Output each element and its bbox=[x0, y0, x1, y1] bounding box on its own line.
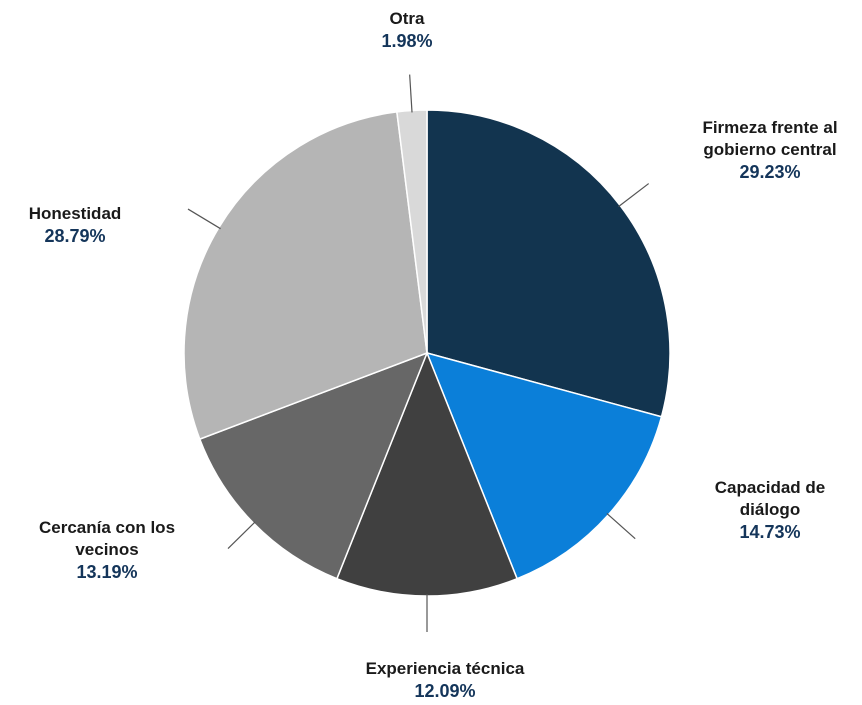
slice-label: Cercanía con los vecinos 13.19% bbox=[32, 517, 182, 583]
value-label: 29.23% bbox=[739, 162, 801, 182]
leader-line bbox=[227, 521, 256, 549]
category-label: Capacidad de diálogo bbox=[714, 478, 826, 519]
value-label: 28.79% bbox=[44, 226, 106, 246]
leader-line bbox=[606, 512, 636, 540]
slice-label: Honestidad 28.79% bbox=[0, 203, 150, 247]
category-label: Experiencia técnica bbox=[365, 659, 525, 678]
leader-line bbox=[409, 74, 413, 113]
value-label: 12.09% bbox=[414, 681, 476, 701]
slice-label: Experiencia técnica 12.09% bbox=[315, 658, 575, 702]
category-label: Firmeza frente al gobierno central bbox=[702, 118, 838, 159]
value-label: 14.73% bbox=[739, 522, 801, 542]
category-label: Cercanía con los vecinos bbox=[38, 518, 176, 559]
value-label: 13.19% bbox=[76, 562, 138, 582]
slice-label: Firmeza frente al gobierno central 29.23% bbox=[680, 117, 860, 183]
category-label: Honestidad bbox=[28, 204, 122, 223]
slice-label: Capacidad de diálogo 14.73% bbox=[695, 477, 845, 543]
leader-line bbox=[187, 208, 221, 230]
slice-label: Otra 1.98% bbox=[347, 8, 467, 52]
category-label: Otra bbox=[389, 9, 425, 28]
leader-line bbox=[618, 183, 650, 208]
value-label: 1.98% bbox=[381, 31, 433, 51]
